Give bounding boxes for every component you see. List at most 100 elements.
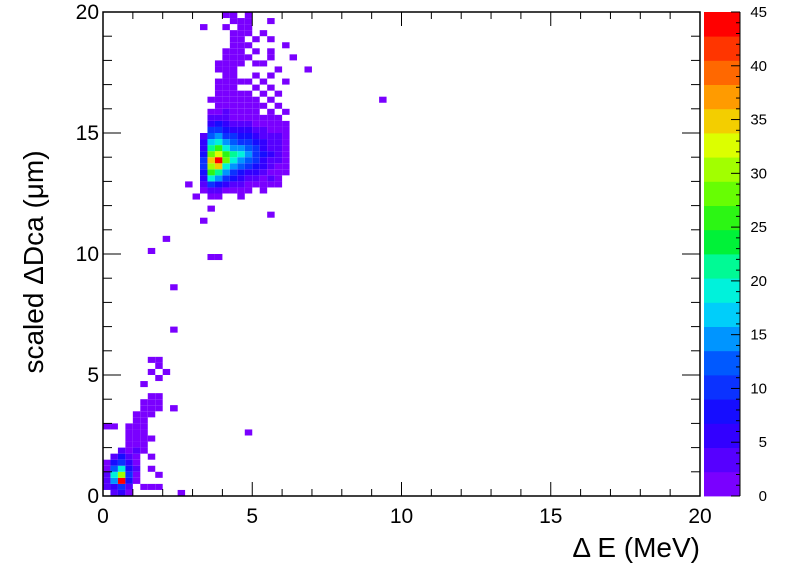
heatmap-cell (282, 151, 290, 158)
heatmap-cell (103, 459, 111, 466)
heatmap-cell (140, 435, 148, 442)
heatmap-cell (177, 489, 186, 496)
z-tick-label: 25 (750, 219, 767, 236)
z-tick-label: 30 (750, 165, 767, 182)
heatmap-cell (222, 145, 230, 152)
heatmap-cell (140, 483, 148, 490)
heatmap-cell (207, 193, 215, 200)
heatmap-cell (132, 453, 141, 460)
heatmap-cell (267, 151, 275, 158)
z-tick-label: 45 (750, 4, 767, 21)
heatmap-cell (103, 471, 111, 478)
heatmap-cell (200, 217, 208, 224)
heatmap-cell (259, 181, 268, 188)
heatmap-cell (229, 36, 238, 43)
heatmap-cell (222, 163, 230, 170)
heatmap-cell (244, 18, 253, 25)
x-tick-labels: 0 5 10 15 20 (97, 505, 712, 528)
heatmap-cell (222, 24, 230, 31)
heatmap-cell (244, 429, 253, 436)
heatmap-cell (237, 169, 245, 176)
heatmap-cell (237, 24, 245, 31)
heatmap-cell (259, 78, 268, 85)
heatmap-cell (267, 133, 275, 140)
axis-ticks (102, 11, 701, 497)
heatmap-cell (244, 78, 253, 85)
color-palette (704, 11, 741, 497)
heatmap-cell (244, 24, 253, 31)
heatmap-cell (222, 90, 230, 97)
heatmap-cell (147, 356, 156, 363)
palette-band (704, 326, 740, 352)
heatmap-cell (214, 175, 223, 182)
heatmap-cells (103, 12, 387, 496)
palette-band (704, 157, 740, 182)
heatmap-cell (252, 114, 260, 121)
y-tick-label: 10 (76, 243, 99, 266)
heatmap-cell (237, 54, 245, 61)
heatmap-cell (267, 48, 275, 55)
heatmap-cell (200, 181, 208, 188)
heatmap-cell (282, 120, 290, 127)
palette-band (704, 375, 740, 400)
heatmap-cell (103, 483, 111, 490)
heatmap-cell (304, 66, 312, 73)
heatmap-cell (147, 453, 156, 460)
heatmap-cell (267, 175, 275, 182)
heatmap-cell (125, 447, 133, 454)
heatmap-cell (222, 120, 230, 127)
heatmap-cell (282, 126, 290, 133)
heatmap-cell (147, 411, 156, 418)
heatmap-cell (162, 235, 171, 242)
heatmap-cell (222, 78, 230, 85)
heatmap-cell (237, 145, 245, 152)
heatmap-cell (274, 139, 283, 146)
heatmap-cell (252, 102, 260, 109)
heatmap-cell (162, 368, 171, 375)
palette-band (704, 471, 740, 497)
heatmap-cell (185, 181, 193, 188)
heatmap-cell (259, 175, 268, 182)
heatmap-cell (170, 405, 178, 412)
z-tick-label: 20 (750, 273, 767, 290)
heatmap-cell (274, 151, 283, 158)
heatmap-cell (282, 133, 290, 140)
heatmap-cell (214, 66, 223, 73)
y-axis-title: scaled ΔDca (μm) (18, 150, 49, 373)
heatmap-cell (244, 145, 253, 152)
heatmap-cell (200, 24, 208, 31)
palette-band (704, 447, 740, 473)
heatmap-cell (237, 30, 245, 37)
heatmap-cell (222, 133, 230, 140)
heatmap-cell (252, 175, 260, 182)
heatmap-cell (214, 84, 223, 91)
heatmap-cell (252, 120, 260, 127)
heatmap-cell (117, 489, 126, 496)
heatmap-cell (229, 66, 238, 73)
heatmap-cell (237, 36, 245, 43)
heatmap-cell (252, 126, 260, 133)
heatmap-cell (117, 465, 126, 472)
heatmap-cell (274, 120, 283, 127)
heatmap-cell (155, 362, 163, 369)
heatmap-cell (140, 423, 148, 430)
heatmap-cell (132, 423, 141, 430)
palette-band (704, 60, 740, 85)
heatmap-cell (267, 126, 275, 133)
heatmap-cell (244, 96, 253, 103)
heatmap-cell (267, 84, 275, 91)
heatmap-cell (214, 114, 223, 121)
heatmap-cell (267, 72, 275, 79)
heatmap-cell (237, 133, 245, 140)
heatmap-cell (155, 483, 163, 490)
heatmap-cell (259, 133, 268, 140)
heatmap-cell (110, 483, 118, 490)
heatmap-cell (132, 441, 141, 448)
heatmap-cell (222, 60, 230, 67)
heatmap-cell (252, 181, 260, 188)
heatmap-cell (207, 175, 215, 182)
heatmap-cell (140, 441, 148, 448)
heatmap-cell (282, 157, 290, 164)
heatmap-cell (222, 12, 230, 19)
